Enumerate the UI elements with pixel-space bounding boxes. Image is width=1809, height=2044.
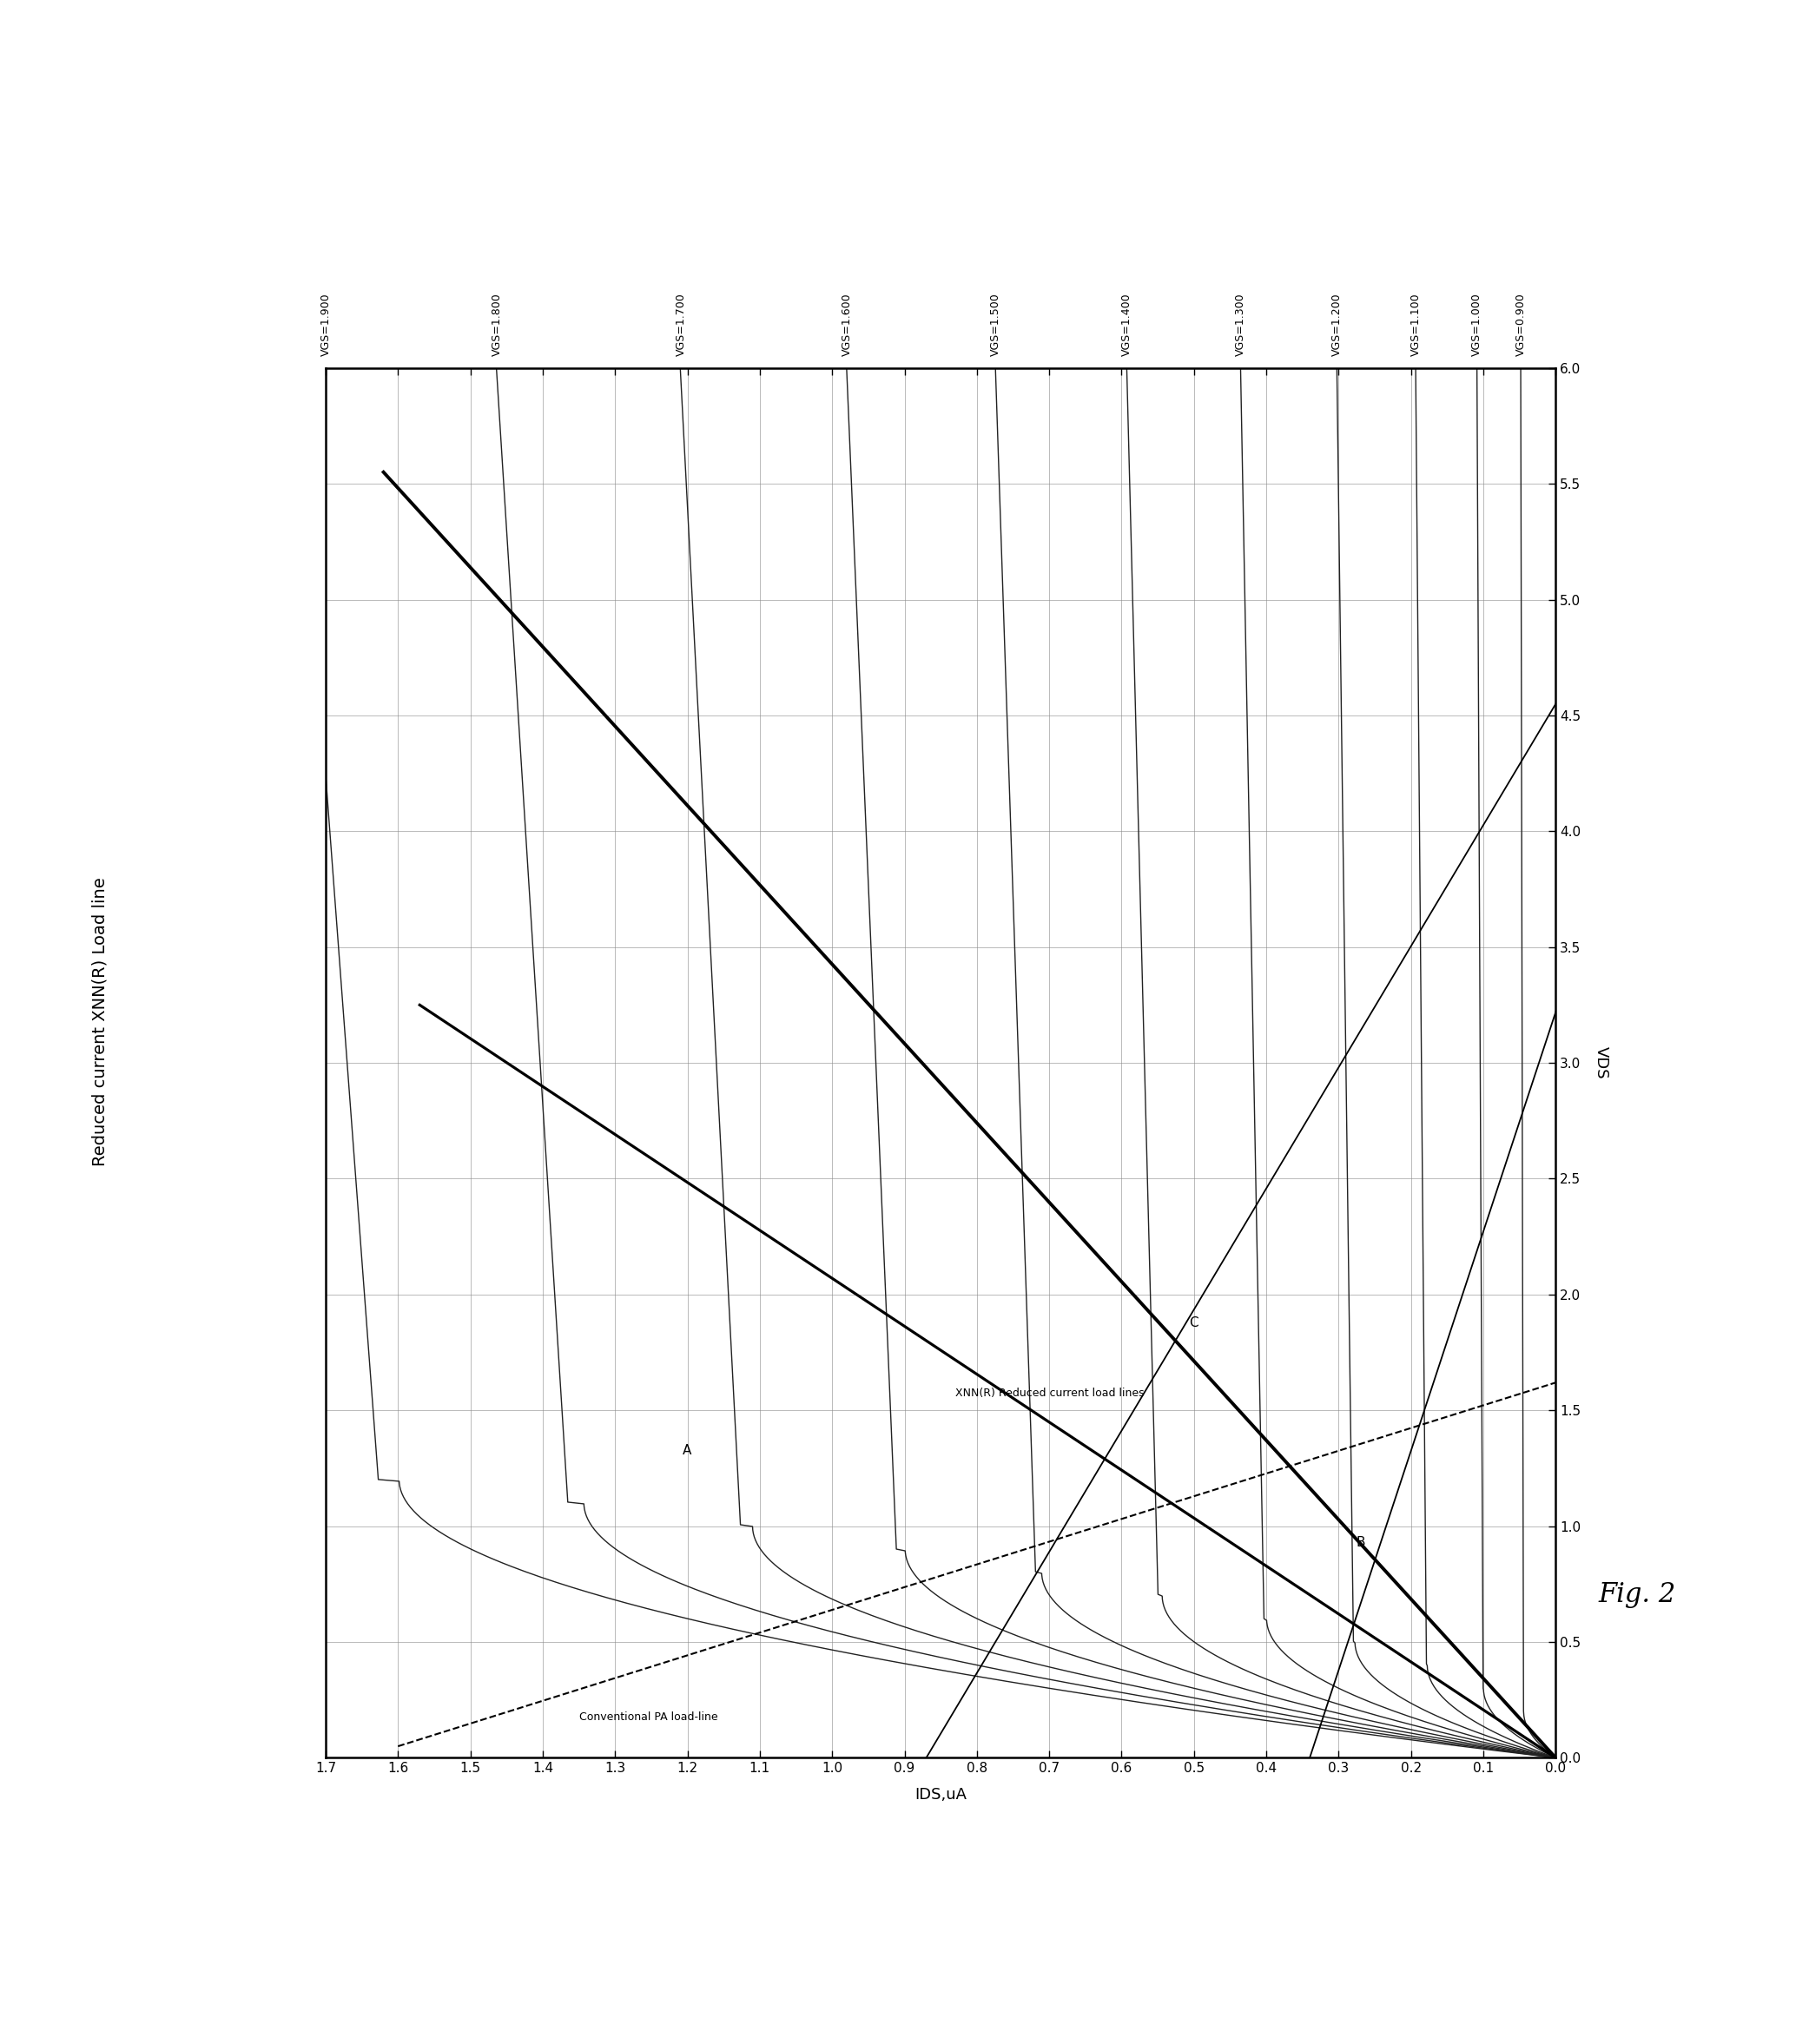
- X-axis label: IDS,uA: IDS,uA: [915, 1786, 966, 1803]
- Text: VGS=1.900: VGS=1.900: [320, 292, 331, 356]
- Text: Conventional PA load-line: Conventional PA load-line: [579, 1711, 718, 1723]
- Text: VGS=1.100: VGS=1.100: [1409, 292, 1422, 356]
- Text: B: B: [1355, 1537, 1366, 1549]
- Text: VGS=0.900: VGS=0.900: [1516, 292, 1527, 356]
- Text: VGS=1.200: VGS=1.200: [1331, 292, 1342, 356]
- Text: VGS=1.800: VGS=1.800: [492, 292, 503, 356]
- Text: VGS=1.600: VGS=1.600: [841, 292, 852, 356]
- Text: VGS=1.000: VGS=1.000: [1471, 292, 1483, 356]
- Text: A: A: [684, 1443, 691, 1457]
- Text: VGS=1.300: VGS=1.300: [1236, 292, 1246, 356]
- Text: VGS=1.400: VGS=1.400: [1122, 292, 1132, 356]
- Text: VGS=1.700: VGS=1.700: [675, 292, 686, 356]
- Y-axis label: VDS: VDS: [1594, 1047, 1608, 1079]
- Text: C: C: [1189, 1316, 1199, 1329]
- Text: VGS=1.500: VGS=1.500: [990, 292, 1002, 356]
- Text: XNN(R) Reduced current load lines: XNN(R) Reduced current load lines: [955, 1388, 1143, 1398]
- Text: Reduced current XNN(R) Load line: Reduced current XNN(R) Load line: [90, 877, 109, 1167]
- Text: Fig. 2: Fig. 2: [1599, 1580, 1675, 1609]
